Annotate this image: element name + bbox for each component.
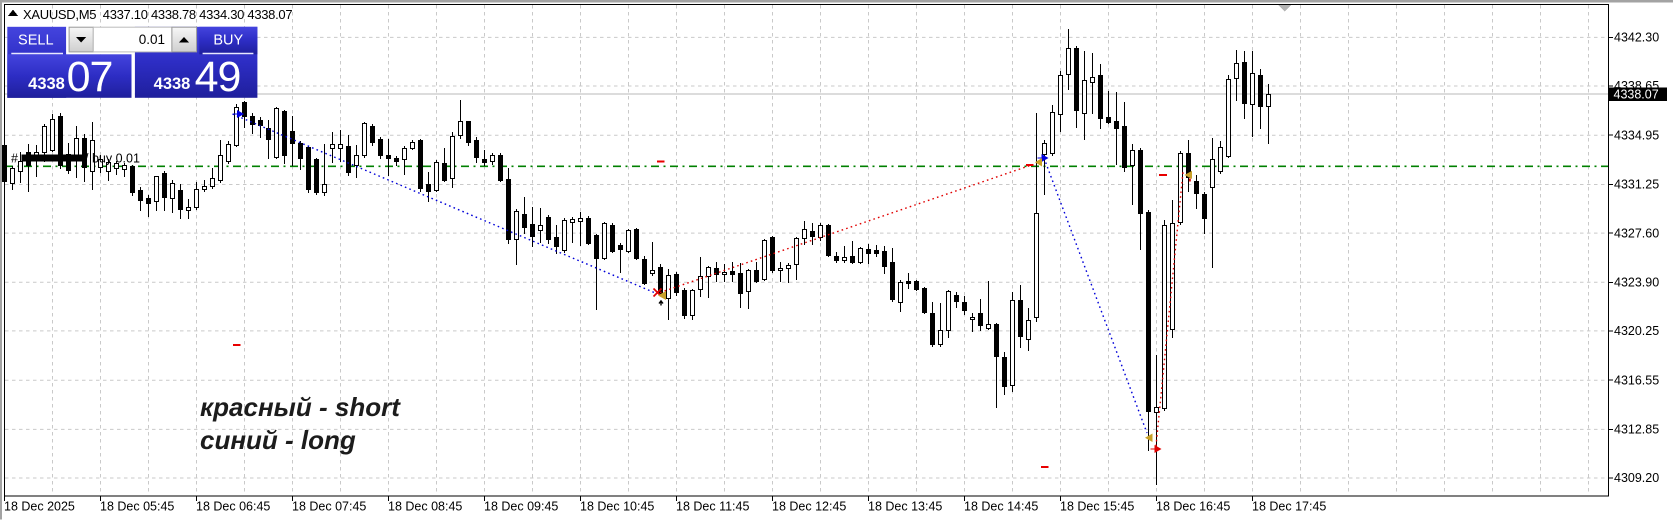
svg-text:07: 07 [67, 53, 113, 101]
svg-text:XAUUSD,M5 4337.10 4338.78 433: XAUUSD,M5 4337.10 4338.78 4334.30 4338.0… [23, 7, 292, 22]
svg-text:4331.25: 4331.25 [1614, 178, 1659, 192]
svg-text:18 Dec 11:45: 18 Dec 11:45 [676, 500, 749, 514]
svg-text:4338: 4338 [154, 75, 191, 93]
svg-text:4327.60: 4327.60 [1614, 226, 1659, 240]
svg-text:18 Dec 2025: 18 Dec 2025 [4, 500, 75, 514]
svg-text:49: 49 [195, 53, 241, 101]
svg-text:4342.30: 4342.30 [1614, 31, 1659, 45]
svg-text:4309.20: 4309.20 [1614, 471, 1659, 485]
svg-text:18 Dec 16:45: 18 Dec 16:45 [1156, 500, 1230, 514]
svg-text:4316.55: 4316.55 [1614, 373, 1659, 387]
svg-text:18 Dec 12:45: 18 Dec 12:45 [772, 500, 846, 514]
svg-text:18 Dec 14:45: 18 Dec 14:45 [964, 500, 1038, 514]
svg-text:4338: 4338 [28, 75, 65, 93]
svg-text:18 Dec 15:45: 18 Dec 15:45 [1060, 500, 1134, 514]
svg-text:4334.95: 4334.95 [1614, 128, 1659, 142]
svg-text:18 Dec 09:45: 18 Dec 09:45 [484, 500, 558, 514]
svg-text:18 Dec 13:45: 18 Dec 13:45 [868, 500, 942, 514]
svg-text:18 Dec 05:45: 18 Dec 05:45 [100, 500, 174, 514]
svg-text:синий - long: синий - long [200, 425, 356, 455]
svg-text:BUY: BUY [213, 33, 243, 49]
svg-text:4312.85: 4312.85 [1614, 423, 1659, 437]
svg-text:4320.25: 4320.25 [1614, 324, 1659, 338]
svg-text:/ buy 0.01: / buy 0.01 [85, 152, 140, 166]
svg-text:18 Dec 10:45: 18 Dec 10:45 [580, 500, 654, 514]
svg-text:0.01: 0.01 [139, 32, 165, 47]
svg-text:#: # [11, 152, 18, 166]
svg-text:красный - short: красный - short [200, 392, 401, 422]
svg-text:18 Dec 17:45: 18 Dec 17:45 [1252, 500, 1326, 514]
svg-text:18 Dec 07:45: 18 Dec 07:45 [292, 500, 366, 514]
svg-text:SELL: SELL [18, 33, 53, 49]
svg-text:18 Dec 08:45: 18 Dec 08:45 [388, 500, 462, 514]
svg-text:18 Dec 06:45: 18 Dec 06:45 [196, 500, 270, 514]
svg-text:4338.07: 4338.07 [1614, 87, 1659, 101]
svg-text:4323.90: 4323.90 [1614, 276, 1659, 290]
